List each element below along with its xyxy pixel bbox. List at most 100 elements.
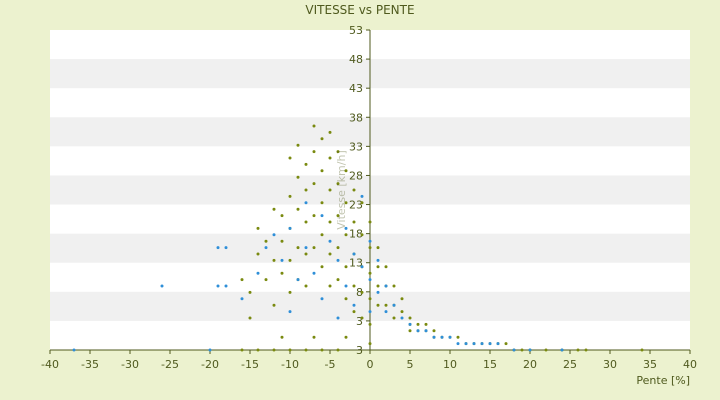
x-tick-label: 35 [643, 358, 657, 371]
x-tick-label: -35 [81, 358, 99, 371]
data-point [528, 348, 532, 352]
data-point [560, 348, 564, 352]
data-point [344, 265, 348, 269]
data-point [328, 156, 332, 160]
data-point [520, 348, 524, 352]
data-point [304, 220, 308, 224]
data-point [360, 316, 364, 320]
data-point [336, 348, 340, 352]
data-point [336, 278, 340, 282]
data-point [376, 303, 380, 307]
data-point [288, 258, 292, 262]
x-tick-label: -20 [201, 358, 219, 371]
data-point [272, 207, 276, 211]
data-point [392, 316, 396, 320]
y-tick-label: 53 [349, 24, 363, 37]
data-point [392, 303, 396, 307]
data-point [248, 290, 252, 294]
data-point [344, 335, 348, 339]
data-point [264, 278, 268, 282]
data-point [328, 220, 332, 224]
data-point [312, 214, 316, 218]
y-tick-label: 8 [356, 286, 363, 299]
data-point [344, 169, 348, 173]
data-point [456, 342, 460, 346]
data-point [256, 271, 260, 275]
data-point [584, 348, 588, 352]
data-point [264, 246, 268, 250]
data-point [320, 297, 324, 301]
data-point [312, 271, 316, 275]
data-point [224, 246, 228, 250]
data-point [328, 284, 332, 288]
data-point [312, 246, 316, 250]
data-point [256, 348, 260, 352]
data-point [312, 150, 316, 154]
data-point [280, 271, 284, 275]
data-point [72, 348, 76, 352]
data-point [360, 201, 364, 205]
y-tick-label: 38 [349, 111, 363, 124]
data-point [400, 316, 404, 320]
data-point [280, 239, 284, 243]
data-point [272, 303, 276, 307]
data-point [400, 297, 404, 301]
data-point [344, 226, 348, 230]
y-tick-label: 33 [349, 140, 363, 153]
data-point [496, 342, 500, 346]
data-point [416, 322, 420, 326]
data-point [304, 162, 308, 166]
data-point [288, 348, 292, 352]
x-tick-label: 40 [683, 358, 697, 371]
data-point [288, 194, 292, 198]
data-point [408, 322, 412, 326]
data-point [240, 348, 244, 352]
x-axis-label: Pente [%] [636, 374, 690, 387]
data-point [368, 239, 372, 243]
data-point [424, 329, 428, 333]
x-tick-label: 15 [483, 358, 497, 371]
data-point [272, 258, 276, 262]
data-point [248, 316, 252, 320]
data-point [344, 233, 348, 237]
data-point [344, 201, 348, 205]
data-point [368, 220, 372, 224]
data-point [320, 214, 324, 218]
data-point [296, 207, 300, 211]
data-point [512, 348, 516, 352]
data-point [304, 348, 308, 352]
data-point [336, 246, 340, 250]
data-point [384, 284, 388, 288]
data-point [368, 297, 372, 301]
y-tick-label: 23 [349, 199, 363, 212]
data-point [360, 233, 364, 237]
y-tick-label: 28 [349, 169, 363, 182]
data-point [368, 278, 372, 282]
y-tick-label: 43 [349, 82, 363, 95]
data-point [320, 265, 324, 269]
data-point [392, 284, 396, 288]
data-point [288, 156, 292, 160]
data-point [280, 214, 284, 218]
data-point [296, 143, 300, 147]
y-tick-label: 3 [356, 315, 363, 328]
x-tick-label: -40 [41, 358, 59, 371]
data-point [288, 310, 292, 314]
data-point [464, 342, 468, 346]
y-tick-label: 13 [349, 257, 363, 270]
data-point [352, 220, 356, 224]
data-point [216, 246, 220, 250]
data-point [312, 124, 316, 128]
data-point [456, 335, 460, 339]
data-point [384, 303, 388, 307]
data-point [256, 252, 260, 256]
data-point [296, 175, 300, 179]
data-point [320, 169, 324, 173]
data-point [472, 342, 476, 346]
data-point [416, 329, 420, 333]
data-point [336, 258, 340, 262]
plot-area: -40 -35 -30 -25 -20 -15 -10 -5 0 5 10 15 20 25 30 35 40 5… [41, 24, 697, 371]
data-point [328, 239, 332, 243]
data-point [312, 182, 316, 186]
